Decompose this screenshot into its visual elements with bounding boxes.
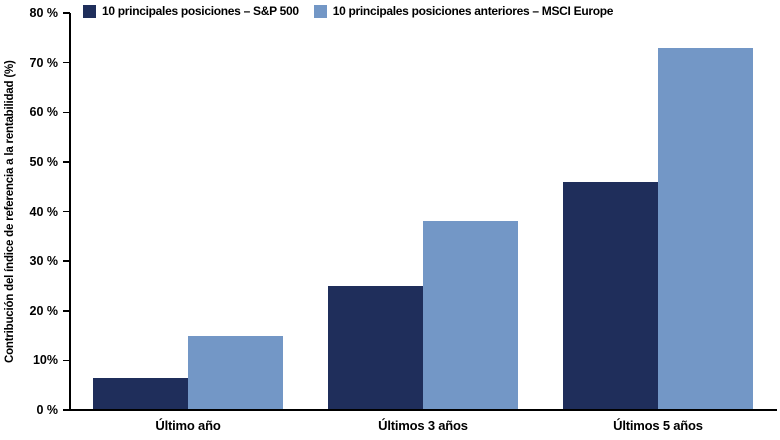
y-tick-mark xyxy=(63,310,70,312)
x-category-label: Último año xyxy=(155,418,221,433)
y-tick-mark xyxy=(63,260,70,262)
y-axis-line xyxy=(69,13,71,410)
y-tick-label: 50 % xyxy=(29,154,59,169)
y-tick-mark xyxy=(63,161,70,163)
y-tick-label: 20 % xyxy=(29,303,59,318)
legend-swatch-msci-europe xyxy=(313,4,327,18)
bar-series2-group3 xyxy=(658,47,753,410)
bar-series2-group2 xyxy=(423,221,518,410)
y-tick-label: 10% xyxy=(32,353,58,368)
y-tick-label: 0 % xyxy=(36,403,58,417)
legend-item-msci-europe: 10 principales posiciones anteriores – M… xyxy=(313,4,614,18)
legend: 10 principales posiciones – S&P 500 10 p… xyxy=(83,4,613,18)
y-tick-mark xyxy=(63,359,70,362)
bar-series2-group1 xyxy=(188,335,283,410)
y-tick-label: 70 % xyxy=(29,55,59,70)
bar-series1-group2 xyxy=(328,285,423,410)
y-tick-label: 60 % xyxy=(29,105,59,120)
legend-label-sp500: 10 principales posiciones – S&P 500 xyxy=(102,4,299,18)
y-tick-label: 30 % xyxy=(29,254,59,269)
x-category-label: Últimos 5 años xyxy=(613,418,703,433)
legend-item-sp500: 10 principales posiciones – S&P 500 xyxy=(83,4,299,18)
y-tick-mark xyxy=(63,61,70,64)
y-tick-label: 40 % xyxy=(29,204,59,219)
bar-series1-group3 xyxy=(563,181,658,410)
y-tick-mark xyxy=(63,210,70,213)
y-tick-mark xyxy=(63,111,70,113)
y-tick-label: 80 % xyxy=(29,6,59,20)
x-category-label: Últimos 3 años xyxy=(378,418,468,433)
legend-label-msci-europe: 10 principales posiciones anteriores – M… xyxy=(332,4,614,18)
bar-series1-group1 xyxy=(93,377,188,410)
legend-swatch-sp500 xyxy=(83,4,96,18)
x-axis-line xyxy=(63,409,777,411)
y-tick-mark xyxy=(63,12,70,14)
